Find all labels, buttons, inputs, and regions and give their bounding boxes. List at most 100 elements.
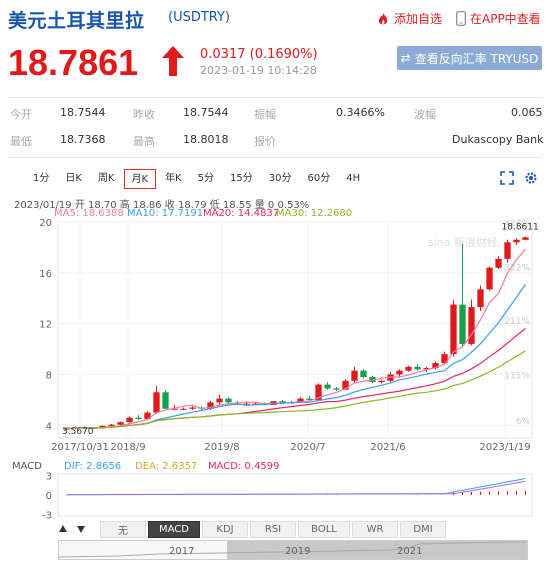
ma5-label: MA5: 18.6388 — [54, 208, 124, 219]
candle-body — [333, 388, 340, 390]
y-tick-label: 12 — [39, 320, 52, 331]
pct-tick-label: 111% — [504, 371, 530, 381]
macd-y-tick: 0 — [46, 491, 52, 502]
x-tick-label: 2017/10/31 — [51, 442, 109, 453]
stat-label: 昨收 — [133, 108, 155, 121]
candle-body — [414, 366, 421, 370]
divider — [8, 97, 542, 98]
stat-value: 18.7368 — [60, 133, 106, 146]
ma20-label: MA20: 14.4837 — [203, 208, 280, 219]
candle-body — [378, 380, 385, 383]
settings-gear-icon[interactable] — [524, 171, 538, 185]
macd-frame — [57, 473, 533, 517]
add-favorite-button[interactable]: 添加自选 — [376, 10, 442, 27]
candle-body — [162, 392, 169, 409]
candle-body — [225, 398, 232, 403]
candle-body — [351, 370, 358, 381]
tab-monthly[interactable]: 月K — [123, 169, 157, 189]
indicator-tab-rsi[interactable]: RSI — [250, 521, 296, 538]
macd-y-tick: 3 — [46, 472, 52, 483]
price-change: 0.0317 (0.1690%) — [200, 47, 318, 62]
y-tick-label: 4 — [46, 421, 52, 432]
pct-tick-label: 6% — [516, 417, 531, 427]
candle-body — [99, 425, 106, 428]
add-favorite-label: 添加自选 — [394, 12, 443, 26]
tab-5min[interactable]: 5分 — [197, 173, 214, 184]
candle-body — [342, 380, 349, 390]
candle-body — [153, 392, 160, 413]
candle-body — [495, 258, 502, 268]
swap-icon: ⇄ — [400, 51, 411, 65]
indicator-tab-kdj[interactable]: KDJ — [202, 521, 248, 538]
y-tick-label: 8 — [46, 370, 52, 381]
candle-body — [216, 398, 223, 403]
stat-label: 振幅 — [254, 108, 276, 121]
scroll-up-icon[interactable] — [58, 524, 68, 534]
macd-value-label: MACD: 0.4599 — [208, 461, 280, 472]
x-tick-label: 2020/7 — [290, 442, 325, 453]
candle-body — [405, 366, 412, 371]
low-price-label: 3.5670 — [62, 427, 94, 437]
y-tick-label: 20 — [39, 218, 52, 229]
candle-body — [144, 412, 151, 419]
macd-chart[interactable]: 3 0 -3 — [0, 470, 550, 520]
candlestick-chart[interactable]: 20 16 12 8 4 428% 322% 211% 111% 6% 2017/10/31 2018… — [0, 218, 550, 458]
candle-body — [432, 363, 439, 369]
candle-body — [243, 403, 250, 405]
indicator-tab-macd[interactable]: MACD — [148, 521, 200, 538]
stat-value: 0.3466% — [336, 106, 385, 119]
macd-dif-line — [66, 478, 526, 496]
fire-icon — [378, 12, 388, 24]
tab-daily[interactable]: 日K — [65, 173, 82, 184]
fullscreen-icon[interactable] — [500, 171, 514, 185]
x-tick-label: 2021/6 — [370, 442, 405, 453]
candle-body — [423, 368, 430, 370]
indicator-tab-boll[interactable]: BOLL — [298, 521, 350, 538]
open-in-app-button[interactable]: 在APP中查看 — [456, 10, 541, 27]
tab-4h[interactable]: 4H — [346, 173, 361, 184]
indicator-tab-wr[interactable]: WR — [352, 521, 398, 538]
scroll-down-icon[interactable] — [76, 524, 86, 534]
symbol-code: (USDTRY) — [168, 10, 231, 25]
stat-value: 18.7544 — [183, 106, 229, 119]
watermark-logo: sina 新浪财经 — [428, 235, 498, 249]
ma10-label: MA10: 17.7191 — [127, 208, 204, 219]
candle-body — [63, 428, 70, 430]
indicator-tab-none[interactable]: 无 — [100, 521, 146, 538]
candle-body — [117, 422, 124, 425]
candle-body — [459, 304, 466, 344]
candle-body — [504, 242, 511, 259]
stat-label: 报价 — [254, 135, 276, 148]
reverse-rate-label: 查看反向汇率 TRYUSD — [414, 51, 539, 66]
nav-year: 2019 — [285, 546, 311, 557]
candle-body — [450, 304, 457, 355]
tab-weekly[interactable]: 周K — [97, 173, 115, 184]
tab-15min[interactable]: 15分 — [230, 173, 253, 184]
reverse-rate-button[interactable]: ⇄ 查看反向汇率 TRYUSD — [397, 46, 542, 70]
indicator-tab-dmi[interactable]: DMI — [400, 521, 446, 538]
candle-body — [324, 384, 331, 389]
candle-body — [135, 417, 142, 419]
chart-period-tabs: 1分 日K 周K 月K 年K 5分 15分 30分 60分 4H — [8, 168, 542, 190]
stat-value: Dukascopy Bank — [452, 133, 544, 146]
high-price-label: 18.8611 — [502, 223, 539, 233]
candle-body — [513, 239, 520, 243]
nav-year: 2017 — [169, 546, 195, 557]
stat-value: 18.8018 — [183, 133, 229, 146]
open-in-app-label: 在APP中查看 — [470, 12, 541, 26]
tab-yearly[interactable]: 年K — [165, 173, 182, 184]
page-title: 美元土耳其里拉 — [8, 10, 145, 32]
candle-body — [477, 289, 484, 308]
stat-label: 今开 — [10, 108, 32, 121]
tab-60min[interactable]: 60分 — [307, 173, 331, 184]
candle-body — [180, 408, 187, 410]
navigator-sparkline — [59, 541, 527, 558]
candle-body — [486, 267, 493, 290]
macd-y-tick: -3 — [42, 511, 52, 521]
x-tick-label: 2018/9 — [110, 442, 145, 453]
candle-body — [252, 403, 259, 405]
range-navigator[interactable]: 2017 2019 2021 — [58, 540, 528, 560]
ma30-label: MA30: 12.2680 — [276, 208, 353, 219]
tab-30min[interactable]: 30分 — [268, 173, 292, 184]
tab-1min[interactable]: 1分 — [33, 173, 50, 184]
